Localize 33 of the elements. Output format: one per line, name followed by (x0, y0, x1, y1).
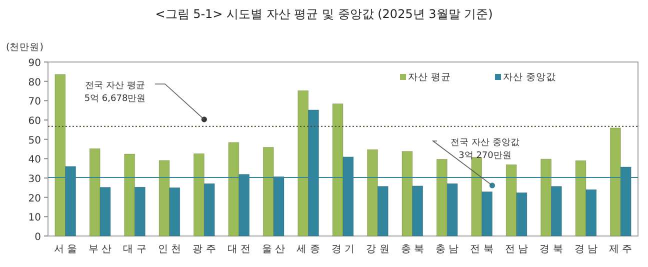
x-tick-label: 부 산 (88, 244, 112, 255)
x-tick-label: 경 북 (540, 244, 563, 255)
x-tick-label: 충 북 (400, 244, 424, 255)
y-tick-label: 30 (28, 174, 41, 185)
x-tick-label: 경 기 (331, 244, 355, 255)
x-tick-label: 전 남 (504, 244, 528, 255)
x-tick-label: 세 종 (296, 244, 320, 255)
y-axis-title: (천만원) (6, 42, 44, 53)
x-tick-label: 인 천 (158, 244, 182, 255)
y-tick-label: 60 (28, 116, 41, 127)
x-tick-label: 대 구 (123, 244, 146, 255)
x-tick-label: 충 남 (436, 244, 459, 255)
y-tick-label: 0 (34, 232, 41, 243)
y-tick-label: 40 (28, 154, 41, 166)
y-tick-label: 50 (28, 135, 41, 146)
x-tick-label: 제 주 (609, 244, 632, 255)
chart-title: <그림 5-1> 시도별 자산 평균 및 중앙값 (2025년 3월말 기준) (155, 7, 493, 21)
y-tick-label: 70 (28, 96, 41, 108)
x-tick-label: 서 울 (54, 244, 77, 255)
y-tick-label: 10 (28, 212, 41, 224)
x-tick-label: 경 남 (574, 244, 598, 255)
legend-label: 자산 중앙값 (503, 72, 556, 83)
x-tick-label: 전 북 (470, 244, 494, 255)
y-tick-label: 20 (28, 193, 41, 204)
x-tick-label: 대 전 (227, 244, 250, 255)
ref-line-label: 전국 자산 중앙값 3억 270만원 (450, 138, 520, 161)
x-tick-label: 광 주 (192, 244, 216, 255)
y-tick-label: 90 (28, 58, 41, 69)
y-tick-label: 80 (28, 77, 41, 88)
ref-line-label: 전국 자산 평균 5억 6,678만원 (84, 81, 146, 104)
x-tick-label: 강 원 (366, 244, 390, 255)
legend-label: 자산 평균 (408, 72, 452, 83)
x-tick-label: 울 산 (262, 244, 286, 255)
